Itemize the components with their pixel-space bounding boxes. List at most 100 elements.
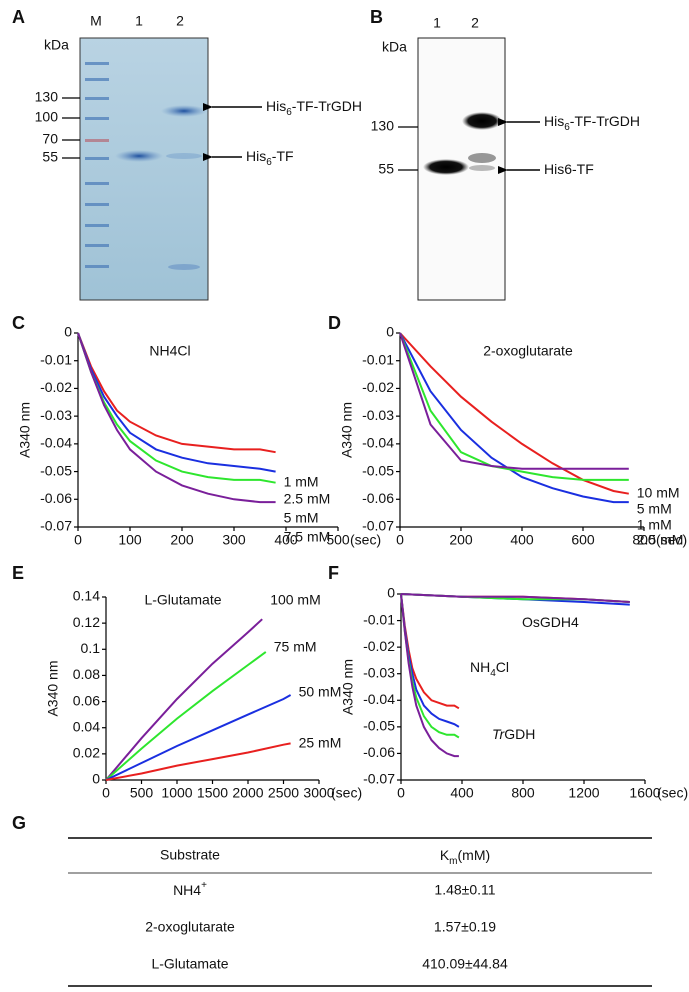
label-part: OsGDH4 [522, 614, 579, 630]
y-tick-label: -0.07 [362, 518, 394, 534]
marker-label: 130 [371, 118, 395, 134]
label-part: -TF [272, 148, 294, 164]
series-label: 1 mM [637, 517, 672, 533]
marker-label: 100 [35, 109, 59, 125]
x-tick-label: 2500 [268, 785, 299, 801]
lane-label: 2 [176, 13, 184, 29]
marker-label: 55 [42, 149, 58, 165]
series-line [400, 593, 460, 728]
panel-label: G [12, 813, 26, 833]
panel-label: C [12, 313, 25, 333]
y-tick-label: -0.04 [362, 435, 394, 451]
marker-ticks [62, 97, 80, 159]
series-line [105, 651, 267, 781]
label-part: (mM) [458, 847, 491, 863]
y-axis-label: A340 nm [340, 659, 356, 715]
x-unit: (sec) [331, 785, 362, 801]
label-part: 6 [564, 122, 570, 133]
table-cell: 1.48±0.11 [434, 882, 495, 898]
label-part: His [246, 148, 266, 164]
series-label: 2.5 mM [637, 532, 684, 548]
chart-title: 2-oxoglutarate [483, 343, 573, 359]
x-tick-label: 300 [222, 532, 246, 548]
y-tick-label: 0.1 [81, 640, 101, 656]
x-tick-label: 0 [74, 532, 82, 548]
series-line [399, 332, 629, 504]
x-tick-label: 500 [130, 785, 154, 801]
band-label: His6-TF [246, 148, 294, 168]
label-part: Cl [496, 659, 509, 675]
y-tick-label: -0.06 [363, 744, 395, 760]
x-tick-label: 200 [449, 532, 473, 548]
unit-label: kDa [382, 39, 407, 55]
label-part: 4 [490, 668, 496, 679]
panel-label: D [328, 313, 341, 333]
label-part: NH4 [173, 882, 201, 898]
series-label: 1 mM [284, 474, 319, 490]
y-tick-label: -0.06 [362, 490, 394, 506]
lane-label: 1 [135, 13, 143, 29]
series-line [105, 618, 263, 781]
label-part: GDH [504, 726, 535, 742]
series-label: 25 mM [299, 735, 342, 751]
x-tick-label: 0 [102, 785, 110, 801]
y-tick-label: 0.12 [73, 614, 100, 630]
panel-label: E [12, 563, 24, 583]
x-tick-label: 3000 [303, 785, 334, 801]
panel-label: B [370, 7, 383, 27]
annotation: TrGDH [492, 726, 535, 742]
y-tick-label: 0.06 [73, 692, 100, 708]
x-tick-label: 800 [511, 785, 535, 801]
y-tick-label: 0 [387, 585, 395, 601]
x-unit: (sec) [657, 785, 688, 801]
lane-label: 1 [433, 15, 441, 31]
chart-title: L-Glutamate [144, 592, 221, 608]
series-label: 5 mM [284, 510, 319, 526]
y-tick-label: -0.05 [362, 462, 394, 478]
y-tick-label: -0.04 [363, 691, 395, 707]
y-tick-label: -0.01 [363, 611, 395, 627]
x-tick-label: 1200 [568, 785, 599, 801]
table-cell: NH4+ [173, 880, 207, 898]
y-tick-label: 0.08 [73, 666, 100, 682]
x-tick-label: 500 [326, 532, 350, 548]
label-part: m [449, 856, 457, 867]
x-tick-label: 400 [510, 532, 534, 548]
lane-label: 2 [471, 15, 479, 31]
band-label: His6-TF [544, 161, 594, 177]
label-part: His6-TF [544, 161, 594, 177]
x-tick-label: 200 [170, 532, 194, 548]
panel-label: A [12, 7, 25, 27]
gel-image [79, 37, 209, 301]
x-unit: (sec) [656, 532, 687, 548]
label-part: K [440, 847, 450, 863]
label-part: 6 [266, 157, 272, 168]
table-cell: 1.57±0.19 [434, 919, 496, 935]
lane-label: M [90, 13, 102, 29]
y-tick-label: -0.02 [363, 638, 395, 654]
y-tick-label: 0.02 [73, 745, 100, 761]
series-line [400, 593, 459, 758]
label-part: + [201, 880, 207, 891]
series-label: 50 mM [299, 684, 342, 700]
table-header: Substrate [160, 847, 220, 863]
series-label: 100 mM [270, 592, 321, 608]
marker-label: 130 [35, 89, 59, 105]
table-cell: 410.09±44.84 [422, 956, 508, 972]
y-tick-label: -0.05 [363, 718, 395, 734]
y-tick-label: -0.02 [40, 379, 72, 395]
label-part: His [266, 98, 286, 114]
series-label: 10 mM [637, 485, 680, 501]
y-axis-label: A340 nm [45, 660, 61, 716]
label-part: -TF-TrGDH [292, 98, 362, 114]
x-tick-label: 600 [571, 532, 595, 548]
annotation: OsGDH4 [522, 614, 579, 630]
x-unit: (sec) [350, 532, 381, 548]
label-part: Tr [492, 726, 506, 742]
x-tick-label: 1600 [629, 785, 660, 801]
x-tick-label: 2000 [232, 785, 263, 801]
x-tick-label: 0 [396, 532, 404, 548]
series-line [77, 332, 276, 454]
unit-label: kDa [44, 37, 69, 53]
